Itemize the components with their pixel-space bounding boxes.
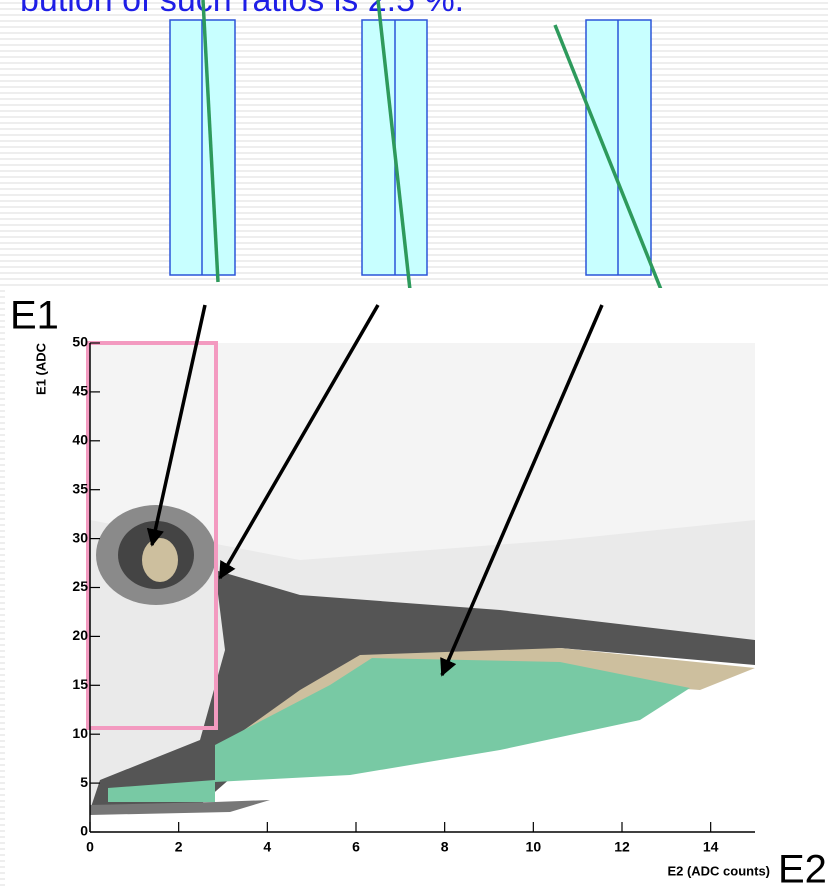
arrows xyxy=(146,304,604,677)
y-tick-label: 50 xyxy=(72,334,88,350)
y-tick-label: 40 xyxy=(72,432,88,448)
y-tick-label: 0 xyxy=(80,823,88,839)
y-tick-label: 35 xyxy=(72,480,88,496)
y-tick-label: 45 xyxy=(72,383,88,399)
x-tick-label: 4 xyxy=(263,839,271,855)
x-tick-label: 8 xyxy=(441,839,449,855)
heatmap-regions xyxy=(90,343,755,832)
x-tick-label: 12 xyxy=(614,839,630,855)
y-tick-label: 10 xyxy=(72,725,88,741)
y-tick-label: 25 xyxy=(72,578,88,594)
x-tick-label: 14 xyxy=(703,839,719,855)
y-tick-label: 5 xyxy=(80,774,88,790)
x-tick-label: 2 xyxy=(175,839,183,855)
selection-box xyxy=(86,341,218,730)
x-tick-label: 0 xyxy=(86,839,94,855)
annotation: E2 xyxy=(778,848,827,890)
detector-diagram xyxy=(169,0,664,293)
x-axis-label: E2 (ADC counts) xyxy=(667,863,770,878)
y-tick-label: 20 xyxy=(72,627,88,643)
x-tick-label: 6 xyxy=(352,839,360,855)
y-tick-label: 15 xyxy=(72,676,88,692)
axes: 0 2 4 6 8 10 12 14 0 5 10 15 20 25 30 35 40 45 50 xyxy=(72,334,755,855)
x-tick-label: 10 xyxy=(526,839,542,855)
y-axis-label: E1 (ADC xyxy=(33,342,48,395)
annotation: E1 xyxy=(10,294,59,338)
header-text: bution of such ratios is 2.5 %. xyxy=(20,0,464,19)
y-tick-label: 30 xyxy=(72,529,88,545)
